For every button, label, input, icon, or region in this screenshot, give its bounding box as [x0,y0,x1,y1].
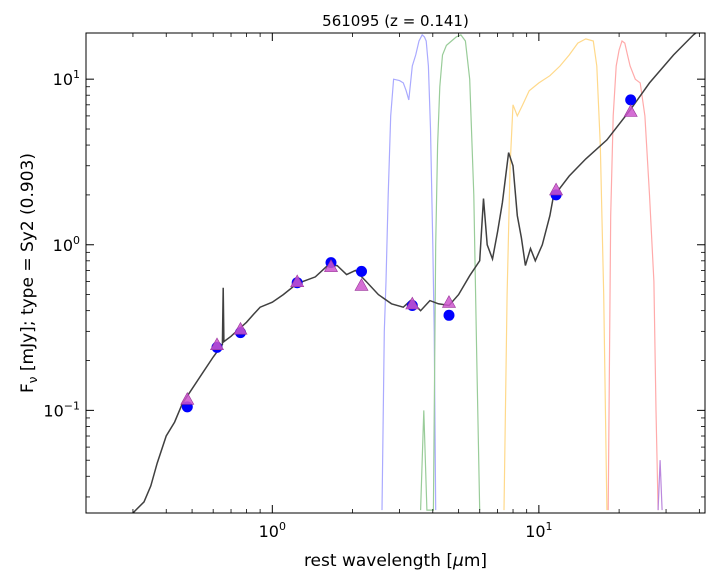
model-photometry-point-1 [209,337,225,351]
chart-title: 561095 (z = 0.141) [322,12,469,30]
filter-curves [381,33,663,511]
model-photometry-point-2 [233,321,248,335]
x-tick-label-0: 100 [259,520,286,541]
y-axis-label: Fν [mJy]; type = Sy2 (0.903) [18,153,40,393]
y-tick-label-1: 100 [53,234,80,255]
model-photometry-point-0 [180,391,195,405]
filter-green-curve [420,34,481,511]
observed-point-7 [443,309,455,321]
model-photometry-point-8 [549,182,564,196]
model-photometry-point-9 [623,104,638,117]
observed-point-9 [625,94,637,106]
filter-orange-curve [503,38,608,511]
y-tick-label-0: 10−1 [43,399,80,420]
plot-background [86,33,705,513]
model-photometry-point-6 [405,296,420,310]
model-sed-line [131,33,698,513]
x-axis-label: rest wavelength [μm] [304,551,487,571]
model-photometry-point-5 [354,278,369,291]
model-photometry-point-4 [323,259,339,272]
axis-ticks: 100 101 10−1 100 101 [43,33,705,541]
filter-purple-curve [657,460,663,511]
x-tick-label-1: 101 [525,520,552,541]
filter-blue-curve [381,33,437,511]
filter-red-curve [607,40,659,511]
model-sed-layer [131,33,698,513]
model-photometry-layer [180,104,638,405]
model-photometry-point-3 [290,274,305,288]
plot-frame [85,32,706,514]
y-tick-label-2: 101 [53,68,80,89]
model-photometry-point-7 [441,295,457,308]
observed-point-5 [356,265,367,277]
